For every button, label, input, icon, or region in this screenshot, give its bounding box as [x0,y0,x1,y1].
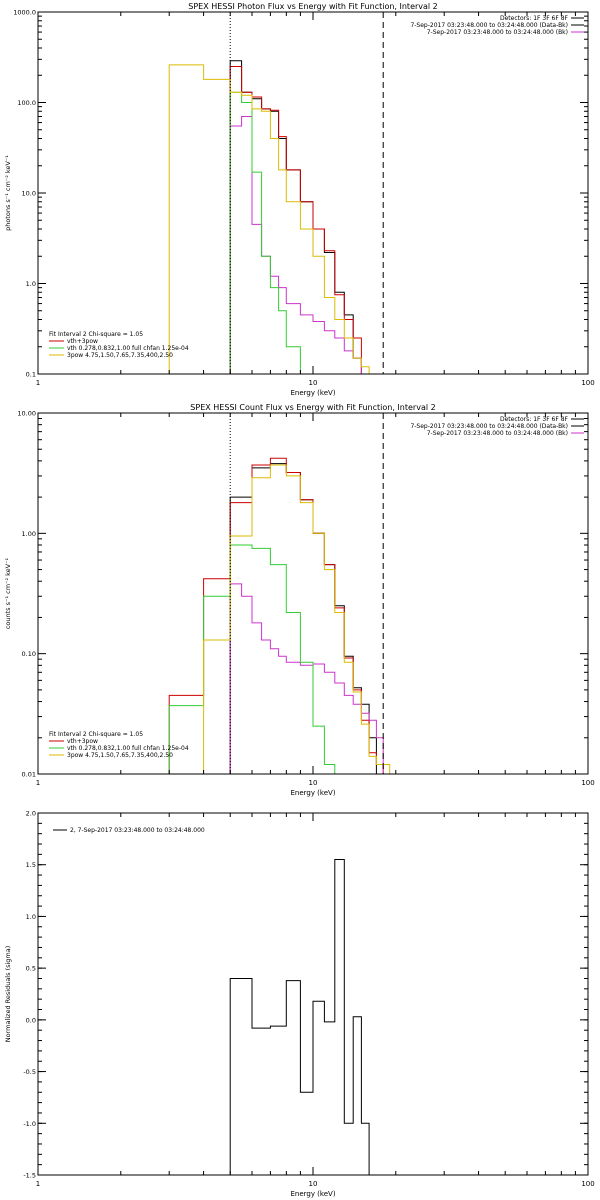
legend-entry: 3pow 4.75,1.50,7.65,7.35,400,2.50 [67,352,173,359]
legend-title: Fit Interval 2 Chi-square = 1.05 [49,731,143,738]
y-tick-label: 10.00 [17,410,36,418]
info-line: 7-Sep-2017 03:23:48.000 to 03:24:48.000 … [410,423,568,430]
series-line-3 [229,583,384,774]
chart-title: SPEX HESSI Photon Flux vs Energy with Fi… [188,2,438,11]
series-group [168,60,370,374]
y-tick-label: 0.01 [22,771,36,779]
legend-entry: 3pow 4.75,1.50,7.65,7.35,400,2.50 [67,752,173,759]
series-line-4 [229,91,313,374]
legend-entry: vth 0.278,0.832,1.00 full chfan 1.25e-04 [67,345,189,352]
y-axis-label: counts s⁻¹ cm⁻² keV⁻¹ [4,557,12,629]
x-tick-label: 1 [36,1180,40,1188]
x-tick-label: 100 [581,779,594,787]
series-line-4 [168,544,336,774]
series-line-1 [229,60,362,374]
y-tick-label: -1.5 [23,1172,36,1180]
y-tick-label: 1.5 [26,861,36,869]
x-tick-label: 10 [309,379,318,387]
y-tick-label: 0.1 [26,371,36,379]
series-line-2 [229,66,362,374]
info-line: Detectors: 1F 3F 6F 8F [500,416,569,423]
chart-title: SPEX HESSI Count Flux vs Energy with Fit… [190,403,435,412]
legend-entry: 2, 7-Sep-2017 03:23:48.000 to 03:24:48.0… [70,827,205,834]
y-tick-label: 1.00 [22,530,36,538]
x-tick-label: 1 [36,779,40,787]
info-line: 7-Sep-2017 03:23:48.000 to 03:24:48.000 … [427,29,568,36]
y-tick-label: 2.0 [26,810,36,818]
x-tick-label: 1 [36,379,40,387]
plot-frame [37,812,589,1176]
series-line-1 [229,859,384,1175]
y-tick-label: -1.0 [23,1120,36,1128]
y-axis-label: photons s⁻¹ cm⁻² keV⁻¹ [4,155,12,231]
series-line-5 [168,64,370,374]
y-tick-label: 1000.0 [13,9,36,17]
y-tick-label: 1.0 [26,913,36,921]
x-tick-label: 10 [309,1180,318,1188]
x-tick-label: 100 [581,1180,594,1188]
x-axis-label: Energy (keV) [290,1190,335,1198]
legend-entry: vth+3pow [67,338,98,345]
series-line-3 [229,116,362,374]
y-tick-label: 0.0 [26,1016,36,1024]
y-tick-label: 10.0 [22,190,36,198]
y-axis-label: Normalized Residuals (sigma) [4,946,12,1043]
chart-panel-3: 1 10 100 Energy (keV) -1.5 -1.0 -0.5 0.0 0.5 1.0 1… [4,810,595,1199]
y-tick-label: -0.5 [23,1068,36,1076]
legend-entry: vth 0.278,0.832,1.00 full chfan 1.25e-04 [67,745,189,752]
y-tick-label: 1.0 [26,280,36,288]
legend-entry: vth+3pow [67,738,98,745]
info-line: 7-Sep-2017 03:23:48.000 to 03:24:48.000 … [410,22,568,29]
info-line: 7-Sep-2017 03:23:48.000 to 03:24:48.000 … [427,430,568,437]
chart-panel-1: SPEX HESSI Photon Flux vs Energy with Fi… [4,2,595,397]
x-axis-label: Energy (keV) [290,389,335,397]
chart-panel-2: SPEX HESSI Count Flux vs Energy with Fit… [4,403,595,797]
x-tick-label: 100 [581,379,594,387]
x-tick-label: 10 [309,779,318,787]
legend-title: Fit Interval 2 Chi-square = 1.05 [49,331,143,338]
series-line-5 [203,464,396,774]
series-group [168,457,396,774]
y-tick-label: 0.5 [26,965,36,973]
series-line-2 [168,457,384,774]
x-axis-label: Energy (keV) [290,789,335,797]
y-tick-label: 100.0 [17,99,36,107]
y-tick-label: 0.10 [22,650,36,658]
series-group [229,859,384,1175]
info-line: Detectors: 1F 3F 6F 8F [500,15,569,22]
